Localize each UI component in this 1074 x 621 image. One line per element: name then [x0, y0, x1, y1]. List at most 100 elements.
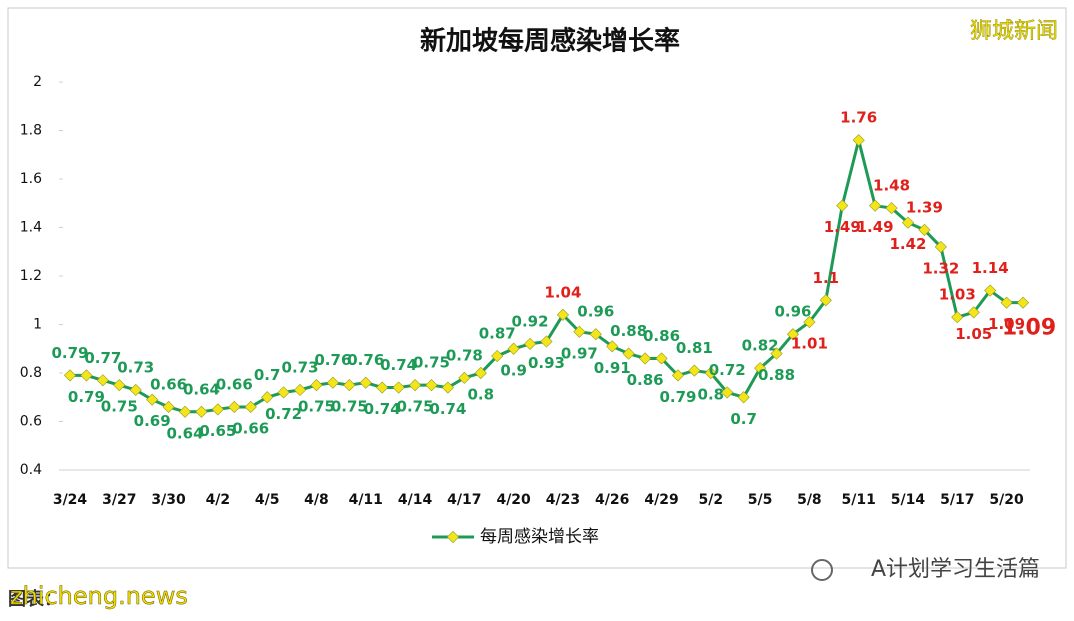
point-marker: [491, 349, 504, 363]
x-tick-label: 4/5: [255, 492, 280, 508]
point-marker: [540, 335, 553, 348]
data-label: 0.91: [594, 359, 631, 377]
legend-marker: [446, 530, 460, 544]
y-tick-label: 0.8: [20, 365, 42, 381]
data-label: 1.39: [906, 198, 943, 216]
point-marker: [359, 376, 372, 389]
point-marker: [951, 311, 964, 324]
data-label: 0.7: [254, 366, 281, 384]
point-marker: [326, 376, 339, 389]
data-label: 0.86: [643, 327, 680, 345]
point-marker: [984, 284, 997, 297]
point-marker: [901, 216, 915, 229]
data-label: 1.1: [813, 269, 840, 287]
data-label: 1.04: [544, 283, 581, 301]
data-label: 0.77: [84, 349, 121, 367]
data-label: 0.64: [167, 424, 204, 442]
point-marker: [754, 362, 767, 375]
x-tick-label: 4/8: [304, 492, 329, 508]
point-marker: [737, 391, 750, 404]
data-label: 0.75: [298, 398, 335, 416]
data-label: 1.14: [972, 259, 1009, 277]
wechat-watermark: A计划学习生活篇: [871, 557, 1040, 582]
point-marker: [195, 405, 208, 418]
point-marker: [425, 379, 438, 392]
x-tick-label: 4/26: [595, 492, 629, 508]
x-tick-label: 4/11: [349, 492, 383, 508]
data-label: 0.66: [216, 375, 253, 393]
y-tick-label: 1.4: [20, 220, 42, 236]
data-label: 0.75: [413, 354, 450, 372]
data-label: 1.48: [873, 177, 910, 195]
point-marker: [704, 366, 717, 380]
point-marker: [819, 294, 832, 307]
point-marker: [869, 199, 882, 212]
data-label: 1.32: [922, 259, 959, 277]
data-label: 0.75: [101, 398, 138, 416]
data-label: 1.05: [955, 325, 992, 343]
point-marker: [1000, 296, 1013, 309]
point-marker: [655, 352, 668, 365]
point-marker: [836, 199, 849, 212]
data-label: 0.72: [709, 361, 746, 379]
x-tick-label: 5/8: [797, 492, 822, 508]
data-label: 0.8: [698, 386, 725, 404]
data-label: 0.88: [610, 322, 647, 340]
point-marker: [885, 202, 898, 215]
point-marker: [573, 325, 586, 338]
point-marker: [458, 371, 471, 384]
point-marker: [1016, 296, 1030, 309]
point-marker: [63, 369, 77, 382]
x-tick-label: 4/20: [496, 492, 531, 508]
y-tick-label: 1.2: [20, 268, 42, 284]
point-marker: [934, 240, 947, 253]
x-tick-label: 5/20: [989, 492, 1024, 508]
data-label: 0.92: [512, 312, 549, 330]
data-label: 0.82: [742, 337, 779, 355]
data-label: 0.74: [364, 400, 401, 418]
data-label: 0.81: [676, 339, 713, 357]
data-label: 0.93: [528, 354, 565, 372]
chart-frame: [7, 7, 1067, 569]
data-label: 0.86: [627, 371, 664, 389]
data-label: 1.01: [791, 335, 828, 353]
point-marker: [786, 328, 800, 341]
data-label: 0.88: [758, 366, 795, 384]
data-label: 0.66: [232, 419, 269, 437]
data-label: 0.73: [282, 358, 319, 376]
data-label: 0.69: [134, 412, 171, 430]
x-tick-label: 3/24: [53, 492, 88, 508]
point-marker: [228, 400, 241, 414]
brand-watermark: 狮城新闻: [970, 19, 1058, 44]
data-label: 0.75: [397, 398, 434, 416]
data-label: 0.97: [561, 344, 598, 362]
point-marker: [688, 364, 701, 377]
y-tick-label: 1.8: [20, 123, 42, 139]
legend-label: 每周感染增长率: [480, 527, 599, 547]
data-label: 0.9: [500, 361, 527, 379]
x-tick-label: 5/11: [842, 492, 876, 508]
point-marker: [523, 337, 537, 350]
point-marker: [211, 403, 224, 416]
data-label: 0.66: [150, 375, 187, 393]
point-marker: [277, 386, 290, 399]
point-marker: [392, 381, 405, 394]
x-tick-label: 3/27: [102, 492, 136, 508]
data-label: 0.76: [314, 351, 351, 369]
point-marker: [671, 369, 685, 382]
x-tick-label: 5/2: [699, 492, 724, 508]
point-marker: [408, 379, 422, 392]
point-marker: [967, 306, 980, 319]
y-tick-label: 1.6: [20, 171, 42, 187]
point-marker: [852, 134, 865, 147]
data-label: 0.79: [659, 388, 696, 406]
point-marker: [918, 223, 931, 237]
data-label: 0.79: [68, 388, 105, 406]
point-marker: [606, 340, 619, 353]
point-marker: [96, 374, 109, 387]
chart-title: 新加坡每周感染增长率: [420, 26, 680, 57]
data-label: 0.8: [467, 386, 494, 404]
data-label: 1.09: [988, 315, 1025, 333]
x-tick-label: 3/30: [151, 492, 186, 508]
